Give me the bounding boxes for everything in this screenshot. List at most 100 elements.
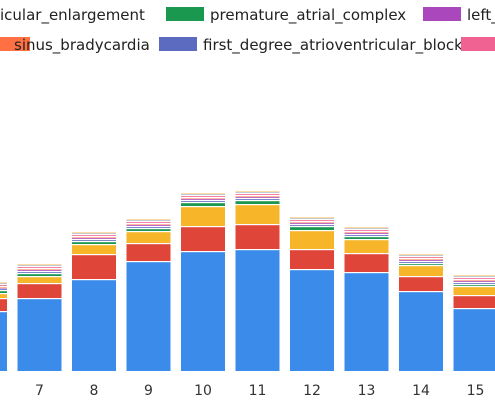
bar-segment	[345, 233, 389, 234]
bar-segment	[345, 227, 389, 228]
bar-segment	[18, 265, 62, 266]
bar-segment	[345, 240, 389, 253]
bar-segment	[345, 254, 389, 272]
bar-segment	[454, 275, 495, 276]
bar-segment	[72, 240, 116, 241]
bar-segment	[72, 255, 116, 279]
bar-segment	[18, 270, 62, 271]
bar-segment	[18, 269, 62, 270]
x-tick-label: 15	[467, 383, 485, 399]
bar-segment	[181, 199, 225, 200]
bar-segment	[290, 225, 334, 226]
bar-segment	[454, 285, 495, 286]
bar-segment	[72, 245, 116, 254]
bar-segment	[399, 264, 443, 265]
legend-label: icular_enlargement	[0, 6, 145, 25]
bar-segment	[399, 260, 443, 261]
bar-segment	[399, 259, 443, 260]
x-tick-label: 7	[35, 383, 44, 399]
legend-swatch	[159, 37, 197, 51]
bar-segment	[236, 192, 280, 193]
bar-segment	[0, 312, 7, 371]
legend: icular_enlargement premature_atrial_compl…	[0, 6, 495, 55]
bar-segment	[0, 299, 7, 311]
legend-swatch	[166, 7, 204, 21]
bar-segment	[0, 282, 7, 283]
bar-segment	[399, 254, 443, 255]
legend-label: sinus_bradycardia	[14, 36, 150, 55]
bar-segment	[0, 287, 7, 288]
bar-segment	[0, 285, 7, 286]
bar-segment	[127, 219, 171, 220]
bar-segment	[0, 291, 7, 293]
bar-segment	[72, 235, 116, 236]
bar-segment	[290, 223, 334, 224]
bar-segment	[236, 205, 280, 224]
bar-segment	[127, 227, 171, 228]
bar-segment	[236, 197, 280, 198]
bar-segment	[236, 225, 280, 249]
bar-segment	[72, 233, 116, 234]
bar-segment	[127, 232, 171, 243]
bar-segment	[236, 191, 280, 192]
bar-segment	[181, 196, 225, 197]
legend-swatch	[461, 37, 495, 51]
bar-segment	[72, 242, 116, 244]
bar-segment	[236, 199, 280, 200]
bar-segment	[236, 201, 280, 204]
bar-segment	[18, 284, 62, 298]
bar-segment	[181, 227, 225, 251]
bar-segment	[181, 252, 225, 371]
bar-segment	[345, 230, 389, 231]
bar-segment	[454, 287, 495, 295]
bar-segment	[72, 237, 116, 238]
bar-segment	[236, 250, 280, 371]
bar-segment	[18, 264, 62, 265]
x-axis: 6789101112131415	[0, 383, 484, 399]
bar-segment	[127, 244, 171, 261]
bar-segment	[127, 229, 171, 231]
bar-segment	[399, 292, 443, 371]
bar-segment	[454, 309, 495, 371]
legend-label: first_degree_atrioventricular_block	[203, 36, 463, 55]
bar-segment	[454, 278, 495, 279]
bar-segment	[18, 267, 62, 268]
bar-segment	[399, 266, 443, 276]
bar-segment	[454, 283, 495, 284]
bar-segment	[290, 270, 334, 371]
bar-segment	[127, 262, 171, 371]
bar-segment	[72, 280, 116, 371]
x-tick-label: 8	[90, 383, 99, 399]
bar-segment	[18, 277, 62, 283]
bar-segment	[236, 196, 280, 197]
bar-segment	[18, 299, 62, 371]
bar-segment	[290, 217, 334, 218]
bar-segment	[345, 232, 389, 233]
bar-segment	[454, 296, 495, 308]
bar-segment	[0, 289, 7, 290]
bar-segment	[72, 238, 116, 239]
bar-segment	[0, 283, 7, 284]
bar-segment	[290, 218, 334, 219]
bar-segment	[345, 228, 389, 229]
bar-segment	[18, 272, 62, 273]
bar-segment	[345, 235, 389, 236]
x-tick-label: 10	[194, 383, 212, 399]
bar-segment	[454, 280, 495, 281]
bar-segment	[399, 257, 443, 258]
legend-label: premature_atrial_complex	[210, 6, 406, 25]
bar-segment	[399, 255, 443, 256]
bar-segment	[72, 232, 116, 233]
bar-segment	[181, 193, 225, 194]
bar-segment	[236, 194, 280, 195]
bar-segment	[127, 220, 171, 221]
bar-segment	[345, 237, 389, 239]
bar-segment	[399, 262, 443, 263]
bar-segment	[181, 207, 225, 226]
bar-segment	[345, 273, 389, 371]
legend-swatch	[423, 7, 461, 21]
bars	[0, 191, 495, 371]
legend-label: left_	[467, 6, 495, 25]
